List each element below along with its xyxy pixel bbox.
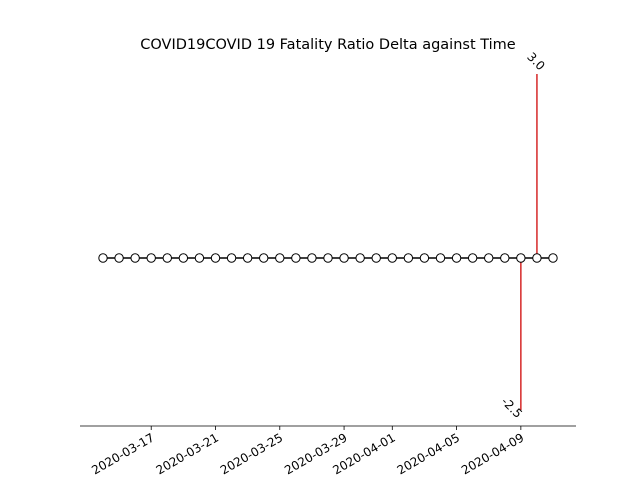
markers bbox=[98, 253, 558, 263]
marker-2020-03-16 bbox=[130, 253, 140, 263]
x-tick-label-1: 2020-03-21 bbox=[154, 430, 221, 477]
x-tick-label-0: 2020-03-17 bbox=[89, 430, 156, 477]
marker-2020-03-23 bbox=[242, 253, 253, 263]
marker-2020-03-25 bbox=[275, 253, 285, 263]
marker-2020-03-14 bbox=[98, 253, 108, 263]
marker-2020-04-03 bbox=[419, 253, 430, 263]
stems bbox=[520, 74, 538, 410]
stem-label-1: 3.0 bbox=[524, 50, 547, 73]
stem-labels: -2.53.0 bbox=[499, 50, 548, 421]
marker-2020-03-19 bbox=[178, 253, 189, 263]
marker-2020-03-15 bbox=[114, 253, 124, 263]
marker-2020-03-29 bbox=[339, 253, 349, 263]
marker-2020-03-18 bbox=[162, 253, 172, 263]
marker-2020-03-17 bbox=[146, 253, 156, 263]
marker-2020-03-26 bbox=[291, 253, 301, 263]
marker-2020-03-21 bbox=[210, 253, 221, 263]
marker-2020-04-09 bbox=[516, 253, 526, 263]
marker-2020-04-07 bbox=[484, 253, 494, 263]
marker-2020-03-22 bbox=[226, 253, 237, 263]
marker-2020-03-24 bbox=[259, 253, 269, 263]
marker-2020-04-06 bbox=[467, 253, 478, 263]
marker-2020-04-02 bbox=[403, 253, 414, 263]
x-tick-label-6: 2020-04-09 bbox=[459, 430, 526, 477]
x-tick-label-5: 2020-04-05 bbox=[395, 430, 462, 477]
marker-2020-03-27 bbox=[307, 253, 317, 263]
marker-2020-03-30 bbox=[355, 253, 365, 263]
marker-2020-04-01 bbox=[387, 253, 397, 263]
marker-2020-03-31 bbox=[371, 253, 381, 263]
chart-title: COVID19COVID 19 Fatality Ratio Delta aga… bbox=[140, 37, 516, 53]
marker-2020-04-11 bbox=[548, 253, 558, 263]
marker-2020-04-10 bbox=[532, 253, 542, 263]
marker-2020-03-28 bbox=[323, 253, 333, 263]
marker-2020-04-08 bbox=[500, 253, 510, 263]
marker-2020-04-04 bbox=[435, 253, 446, 263]
x-ticks: 2020-03-172020-03-212020-03-252020-03-29… bbox=[89, 426, 526, 477]
marker-2020-03-20 bbox=[194, 253, 205, 263]
x-tick-label-2: 2020-03-25 bbox=[218, 430, 285, 477]
marker-2020-04-05 bbox=[451, 253, 462, 263]
